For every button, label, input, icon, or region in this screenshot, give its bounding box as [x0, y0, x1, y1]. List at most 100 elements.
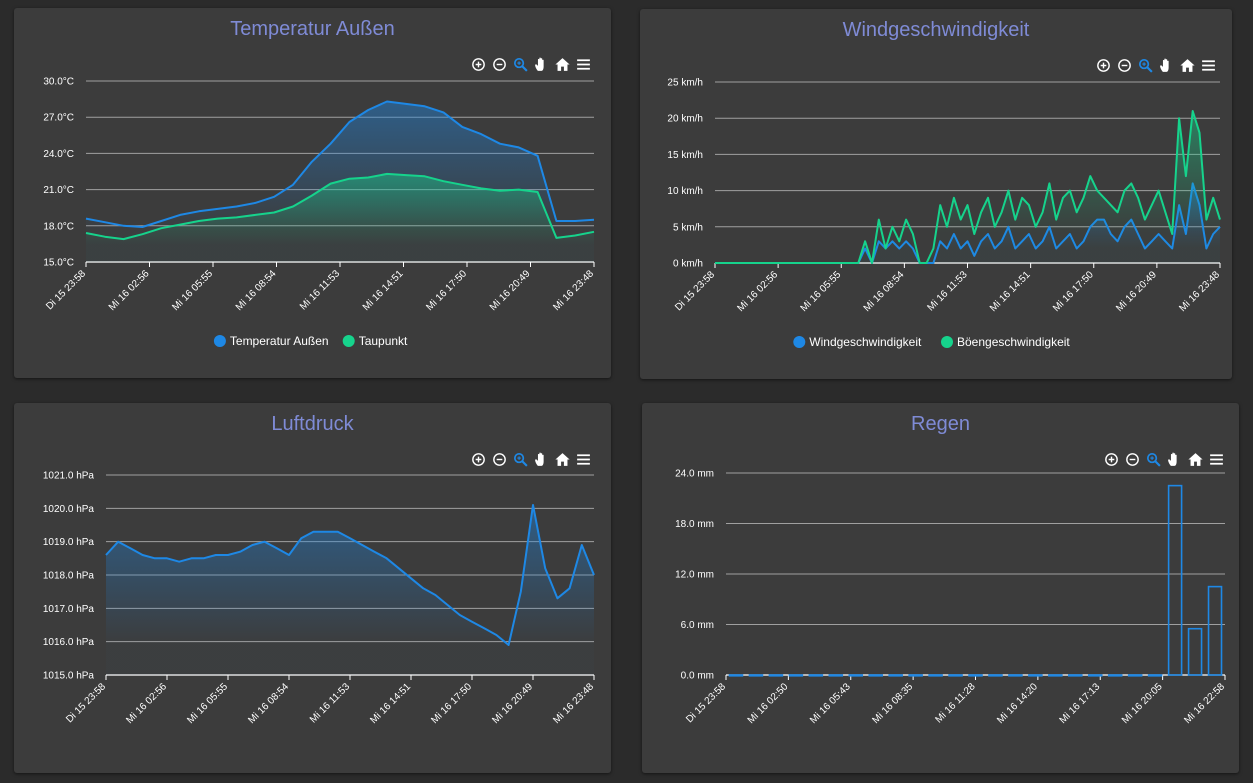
rain-toolbar [1103, 449, 1225, 469]
home-icon[interactable] [554, 451, 571, 468]
pan-icon[interactable] [1158, 57, 1175, 74]
series-line [105, 504, 595, 646]
x-tick-label: Mi 16 17:50 [429, 681, 474, 726]
bar [1127, 674, 1143, 677]
y-tick-label: 1019.0 hPa [43, 537, 95, 548]
bar [1167, 484, 1183, 676]
legend-marker [213, 335, 226, 347]
x-tick-label: Mi 16 08:35 [871, 681, 916, 726]
temperature-title: Temperatur Außen [230, 18, 395, 40]
zoom-out-icon[interactable] [1116, 57, 1133, 74]
selection-zoom-icon[interactable] [1137, 57, 1154, 74]
home-icon[interactable] [1187, 451, 1204, 468]
temperature-card: Temperatur Außen 15.0°C 18.0°C 21.0°C 24.0°… [14, 8, 611, 378]
bar [948, 674, 963, 677]
bar [1207, 585, 1223, 676]
series-line [85, 172, 595, 241]
x-tick-label: Mi 16 20:49 [1114, 269, 1159, 314]
bar [808, 674, 824, 677]
y-tick-label: 30.0°C [43, 77, 74, 88]
x-tick-label: Mi 16 05:55 [170, 268, 215, 313]
zoom-out-icon[interactable] [1124, 451, 1141, 468]
y-tick-label: 24.0°C [43, 149, 74, 160]
series-line [715, 110, 1221, 264]
legend-label: Taupunkt [359, 334, 408, 348]
x-tick-label: Mi 16 02:56 [736, 269, 781, 314]
x-tick-label: Mi 16 08:54 [862, 269, 907, 314]
series-area [106, 505, 594, 675]
zoom-in-icon[interactable] [1103, 451, 1120, 468]
home-icon[interactable] [1179, 57, 1196, 74]
y-tick-label: 1017.0 hPa [43, 604, 95, 615]
x-tick-label: Mi 16 14:51 [361, 268, 406, 313]
bar [868, 674, 883, 677]
y-tick-label: 24.0 mm [675, 469, 714, 480]
y-tick-label: 21.0°C [43, 185, 74, 196]
bar [1028, 674, 1043, 677]
bar [1068, 674, 1083, 677]
x-tick-label: Mi 16 11:53 [925, 269, 970, 314]
x-tick-label: Mi 16 20:49 [490, 681, 535, 726]
rain-title: Regen [911, 413, 970, 435]
x-tick-label: Mi 16 14:51 [368, 681, 413, 726]
pressure-card: Luftdruck 1015.0 hPa 1016.0 hPa 1017.0 hPa… [14, 403, 611, 773]
pan-icon[interactable] [1166, 451, 1183, 468]
home-icon[interactable] [554, 56, 571, 73]
x-tick-label: Mi 16 11:53 [308, 681, 353, 726]
zoom-out-icon[interactable] [491, 56, 508, 73]
y-tick-label: 1021.0 hPa [43, 471, 95, 482]
y-tick-label: 27.0°C [43, 113, 74, 124]
wind-toolbar [1095, 55, 1217, 75]
y-tick-label: 0 km/h [673, 259, 703, 270]
x-tick-label: Di 15 23:58 [64, 681, 108, 725]
menu-icon[interactable] [575, 56, 592, 73]
temperature-chart: 15.0°C 18.0°C 21.0°C 24.0°C 27.0°C 30.0°C Di 1… [43, 77, 596, 349]
pressure-toolbar [470, 449, 592, 469]
selection-zoom-icon[interactable] [512, 451, 529, 468]
legend-label: Böengeschwindigkeit [957, 335, 1070, 349]
pan-icon[interactable] [533, 451, 550, 468]
menu-icon[interactable] [1200, 57, 1217, 74]
wind-card: Windgeschwindigkeit 0 km/h 5 km/h 10 km/h 1… [640, 9, 1232, 379]
pan-icon[interactable] [533, 56, 550, 73]
y-tick-label: 12.0 mm [675, 570, 714, 581]
x-tick-label: Mi 16 17:50 [1051, 269, 1096, 314]
zoom-in-icon[interactable] [470, 56, 487, 73]
bar [888, 674, 903, 677]
menu-icon[interactable] [1208, 451, 1225, 468]
menu-icon[interactable] [575, 451, 592, 468]
series-line [85, 100, 595, 228]
x-tick-label: Mi 16 14:20 [995, 681, 1040, 726]
y-tick-label: 20 km/h [667, 114, 703, 125]
selection-zoom-icon[interactable] [512, 56, 529, 73]
bar [848, 674, 864, 677]
bar [768, 674, 784, 677]
x-tick-label: Mi 16 17:13 [1058, 681, 1103, 726]
y-tick-label: 18.0 mm [675, 519, 714, 530]
y-tick-label: 5 km/h [673, 222, 703, 233]
x-tick-label: Mi 16 23:48 [551, 268, 596, 313]
selection-zoom-icon[interactable] [1145, 451, 1162, 468]
zoom-in-icon[interactable] [1095, 57, 1112, 74]
y-tick-label: 1015.0 hPa [43, 671, 95, 682]
rain-card: Regen 0.0 mm 6.0 mm 12.0 mm 18.0 mm 24.0 mm D… [642, 403, 1239, 773]
pressure-title: Luftdruck [271, 413, 354, 435]
bar [1087, 674, 1103, 677]
legend-label: Temperatur Außen [230, 334, 329, 348]
wind-title: Windgeschwindigkeit [842, 19, 1030, 41]
bar [1048, 674, 1063, 677]
zoom-out-icon[interactable] [491, 451, 508, 468]
y-tick-label: 25 km/h [667, 78, 703, 89]
bar [1147, 674, 1163, 677]
temperature-toolbar [470, 54, 592, 74]
x-tick-label: Mi 16 05:55 [185, 681, 230, 726]
series-area [86, 173, 594, 262]
bar [828, 674, 844, 677]
x-tick-label: Mi 16 14:51 [988, 269, 1033, 314]
zoom-in-icon[interactable] [470, 451, 487, 468]
bar [928, 674, 943, 677]
legend-marker [941, 336, 953, 348]
bar [1187, 627, 1203, 676]
x-tick-label: Mi 16 20:05 [1120, 681, 1165, 726]
x-tick-label: Mi 16 05:43 [808, 681, 853, 726]
